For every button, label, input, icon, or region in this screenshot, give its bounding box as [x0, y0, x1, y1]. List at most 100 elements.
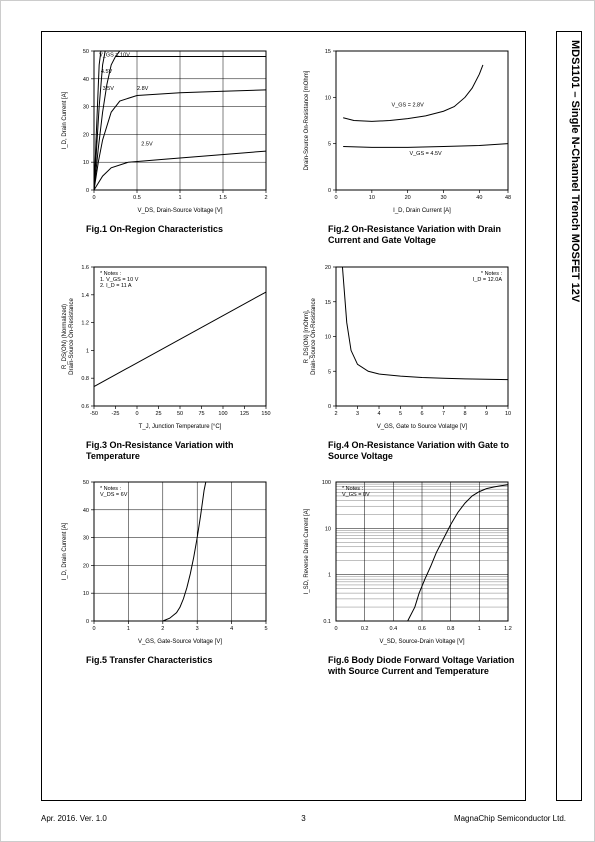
svg-text:100: 100 [322, 480, 331, 486]
fig1-chart: 00.511.5201020304050V_DS, Drain-Source V… [56, 43, 274, 218]
svg-text:48: 48 [505, 195, 511, 201]
svg-text:0.1: 0.1 [323, 619, 331, 625]
svg-text:6: 6 [420, 411, 423, 417]
svg-text:0: 0 [334, 195, 337, 201]
svg-text:0: 0 [328, 404, 331, 410]
svg-text:10: 10 [83, 160, 89, 166]
svg-text:20: 20 [325, 265, 331, 271]
svg-text:* Notes :1. V_GS = 10 V2. I_D: * Notes :1. V_GS = 10 V2. I_D = 11 A [100, 271, 139, 289]
svg-text:40: 40 [83, 77, 89, 83]
svg-text:1.6: 1.6 [81, 265, 89, 271]
svg-text:75: 75 [198, 411, 204, 417]
svg-text:R_DS(ON) [mOhm],Drain-Source O: R_DS(ON) [mOhm],Drain-Source On-Resistan… [304, 297, 317, 374]
svg-text:25: 25 [155, 411, 161, 417]
svg-text:0: 0 [92, 626, 95, 632]
svg-text:0.4: 0.4 [390, 626, 398, 632]
svg-text:0.5: 0.5 [133, 195, 141, 201]
svg-text:V_GS = 4.5V: V_GS = 4.5V [409, 151, 442, 157]
fig2-cell: 01020304048051015I_D, Drain Current [A]D… [298, 43, 516, 251]
fig1-title: Fig.1 On-Region Characteristics [56, 218, 274, 239]
svg-text:I_D, Drain Current [A]: I_D, Drain Current [A] [62, 91, 68, 149]
svg-text:20: 20 [83, 132, 89, 138]
svg-text:0.6: 0.6 [81, 404, 89, 410]
fig6-chart: 00.20.40.60.811.20.1110100V_SD, Source-D… [298, 474, 516, 649]
svg-text:1: 1 [178, 195, 181, 201]
svg-text:1.4: 1.4 [81, 292, 89, 298]
svg-text:3: 3 [196, 626, 199, 632]
svg-text:4: 4 [377, 411, 380, 417]
fig5-chart: 01234501020304050V_GS, Gate-Source Volta… [56, 474, 274, 649]
svg-text:V_GS = 2.8V: V_GS = 2.8V [392, 103, 425, 109]
svg-text:* Notes :I_D = 12.0A: * Notes :I_D = 12.0A [473, 271, 503, 283]
svg-text:10: 10 [505, 411, 511, 417]
svg-text:5: 5 [328, 369, 331, 375]
svg-text:2: 2 [161, 626, 164, 632]
footer-company: MagnaChip Semiconductor Ltd. [454, 814, 566, 823]
svg-text:I_SD, Reverse Drain Current [A: I_SD, Reverse Drain Current [A] [304, 508, 310, 594]
fig3-title: Fig.3 On-Resistance Variation with Tempe… [56, 434, 274, 467]
fig4-chart: 234567891005101520V_GS, Gate to Source V… [298, 259, 516, 434]
fig5-title: Fig.5 Transfer Characteristics [56, 649, 274, 670]
svg-text:0: 0 [92, 195, 95, 201]
svg-text:3: 3 [356, 411, 359, 417]
svg-text:30: 30 [440, 195, 446, 201]
svg-text:5: 5 [264, 626, 267, 632]
svg-text:-25: -25 [112, 411, 120, 417]
fig6-cell: 00.20.40.60.811.20.1110100V_SD, Source-D… [298, 474, 516, 682]
fig2-title: Fig.2 On-Resistance Variation with Drain… [298, 218, 516, 251]
svg-text:* Notes :V_DS = 6V: * Notes :V_DS = 6V [100, 486, 128, 498]
svg-text:0.2: 0.2 [361, 626, 369, 632]
svg-text:125: 125 [240, 411, 249, 417]
svg-text:40: 40 [476, 195, 482, 201]
svg-text:20: 20 [83, 563, 89, 569]
svg-text:1: 1 [86, 348, 89, 354]
fig3-cell: -50-2502550751001251500.60.811.21.41.6T_… [56, 259, 274, 467]
svg-text:T_J, Junction Temperature [°C]: T_J, Junction Temperature [°C] [139, 424, 222, 430]
fig1-cell: 00.511.5201020304050V_DS, Drain-Source V… [56, 43, 274, 251]
svg-text:7: 7 [442, 411, 445, 417]
svg-text:30: 30 [83, 536, 89, 542]
svg-text:4: 4 [230, 626, 233, 632]
svg-text:4.5V: 4.5V [101, 69, 113, 75]
svg-text:* Notes :V_GS = 0V: * Notes :V_GS = 0V [342, 486, 370, 498]
svg-text:20: 20 [405, 195, 411, 201]
fig6-title: Fig.6 Body Diode Forward Voltage Variati… [298, 649, 516, 682]
svg-text:100: 100 [218, 411, 227, 417]
svg-text:5: 5 [399, 411, 402, 417]
fig4-title: Fig.4 On-Resistance Variation with Gate … [298, 434, 516, 467]
svg-text:0.8: 0.8 [447, 626, 455, 632]
svg-text:10: 10 [325, 526, 331, 532]
svg-text:10: 10 [325, 334, 331, 340]
svg-text:15: 15 [325, 49, 331, 55]
svg-text:10: 10 [369, 195, 375, 201]
svg-text:15: 15 [325, 299, 331, 305]
svg-text:10: 10 [325, 95, 331, 101]
svg-text:-50: -50 [90, 411, 98, 417]
svg-text:50: 50 [83, 49, 89, 55]
svg-text:3.5V: 3.5V [103, 86, 115, 92]
svg-text:2: 2 [334, 411, 337, 417]
fig3-chart: -50-2502550751001251500.60.811.21.41.6T_… [56, 259, 274, 434]
svg-text:5: 5 [328, 142, 331, 148]
svg-text:V_GS, Gate to Source Volatge [: V_GS, Gate to Source Volatge [V] [377, 424, 468, 430]
svg-text:10: 10 [83, 591, 89, 597]
svg-text:1: 1 [127, 626, 130, 632]
fig2-chart: 01020304048051015I_D, Drain Current [A]D… [298, 43, 516, 218]
part-number-sidebar: MDS1101 – Single N-Channel Trench MOSFET… [556, 31, 582, 801]
svg-text:50: 50 [177, 411, 183, 417]
fig4-cell: 234567891005101520V_GS, Gate to Source V… [298, 259, 516, 467]
svg-text:I_D, Drain Current [A]: I_D, Drain Current [A] [393, 208, 451, 214]
svg-text:0.8: 0.8 [81, 376, 89, 382]
svg-text:Drain-Source On-Resistance [mO: Drain-Source On-Resistance [mOhm] [304, 70, 310, 170]
svg-text:I_D, Drain Current [A]: I_D, Drain Current [A] [62, 522, 68, 580]
svg-text:1: 1 [478, 626, 481, 632]
svg-text:30: 30 [83, 105, 89, 111]
svg-text:0: 0 [86, 188, 89, 194]
svg-text:V_GS = 10V: V_GS = 10V [99, 53, 130, 59]
svg-text:150: 150 [261, 411, 270, 417]
svg-text:1.2: 1.2 [81, 320, 89, 326]
svg-text:2.8V: 2.8V [137, 86, 149, 92]
svg-text:40: 40 [83, 508, 89, 514]
footer-date: Apr. 2016. Ver. 1.0 [41, 814, 107, 823]
svg-text:V_GS, Gate-Source Voltage [V]: V_GS, Gate-Source Voltage [V] [138, 639, 222, 645]
